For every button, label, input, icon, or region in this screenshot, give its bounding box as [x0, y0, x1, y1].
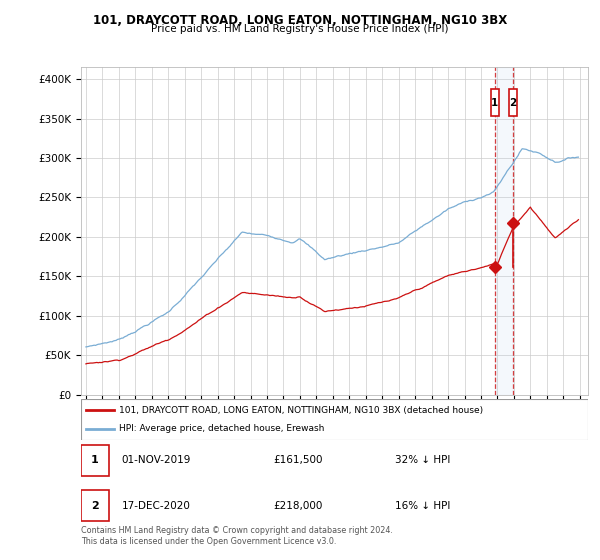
Text: 32% ↓ HPI: 32% ↓ HPI — [395, 455, 451, 465]
Bar — [495, 67, 513, 395]
Text: £161,500: £161,500 — [274, 455, 323, 465]
Text: 01-NOV-2019: 01-NOV-2019 — [122, 455, 191, 465]
Text: 2: 2 — [509, 98, 517, 108]
Bar — [509, 89, 517, 116]
Bar — [81, 445, 109, 475]
Text: 1: 1 — [91, 455, 99, 465]
Bar — [491, 89, 499, 116]
Bar — [81, 491, 109, 521]
Text: Price paid vs. HM Land Registry's House Price Index (HPI): Price paid vs. HM Land Registry's House … — [151, 24, 449, 34]
Text: £218,000: £218,000 — [274, 501, 323, 511]
Text: 1: 1 — [491, 98, 499, 108]
Text: HPI: Average price, detached house, Erewash: HPI: Average price, detached house, Erew… — [119, 424, 325, 433]
Text: Contains HM Land Registry data © Crown copyright and database right 2024.
This d: Contains HM Land Registry data © Crown c… — [81, 526, 393, 546]
Text: 101, DRAYCOTT ROAD, LONG EATON, NOTTINGHAM, NG10 3BX (detached house): 101, DRAYCOTT ROAD, LONG EATON, NOTTINGH… — [119, 405, 483, 414]
Text: 16% ↓ HPI: 16% ↓ HPI — [395, 501, 451, 511]
Text: 17-DEC-2020: 17-DEC-2020 — [122, 501, 190, 511]
Text: 2: 2 — [91, 501, 99, 511]
Text: 101, DRAYCOTT ROAD, LONG EATON, NOTTINGHAM, NG10 3BX: 101, DRAYCOTT ROAD, LONG EATON, NOTTINGH… — [93, 14, 507, 27]
